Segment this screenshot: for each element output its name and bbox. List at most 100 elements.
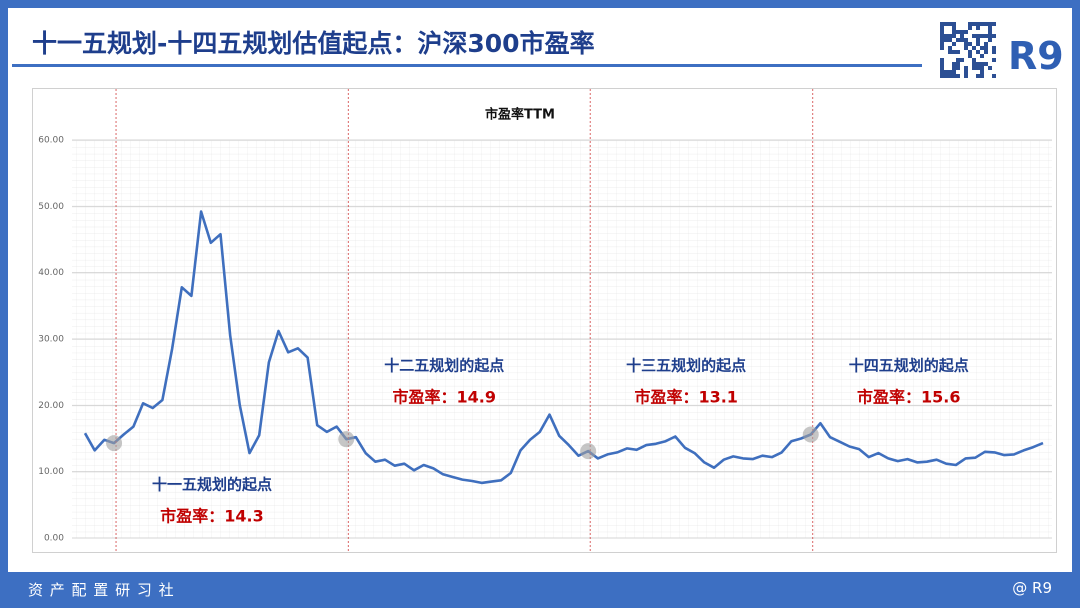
qr-cell [940,66,944,70]
annotation-label: 市盈率：13.1 [634,388,737,407]
qr-cell [972,62,976,66]
qr-cell [944,74,948,78]
qr-cell [952,42,956,46]
qr-cell [980,66,984,70]
qr-cell [976,50,980,54]
qr-cell [940,74,944,78]
qr-cell [960,58,964,62]
qr-cell [968,54,972,58]
pe-line [83,210,1044,485]
qr-cell [992,74,996,78]
start-marker [338,431,355,448]
y-tick-label: 30.00 [38,335,64,345]
qr-cell [980,54,984,58]
qr-cell [968,26,972,30]
qr-cell [952,34,956,38]
qr-cell [976,38,980,42]
qr-cell [988,26,992,30]
qr-cell [940,22,944,26]
qr-cell [964,38,968,42]
qr-cell [984,50,988,54]
annotation-label: 市盈率：14.3 [160,507,263,526]
qr-cell [948,50,952,54]
chart-title: 市盈率TTM [485,107,555,123]
qr-cell [948,34,952,38]
y-tick-label: 60.00 [38,136,64,146]
qr-cell [992,22,996,26]
qr-cell [984,22,988,26]
qr-cell [956,62,960,66]
y-tick-label: 10.00 [38,467,64,477]
qr-cell [940,46,944,50]
qr-cell [976,22,980,26]
qr-cell [976,34,980,38]
qr-cell [964,30,968,34]
y-tick-label: 20.00 [38,401,64,411]
qr-cell [972,58,976,62]
qr-cell [988,66,992,70]
qr-cell [984,34,988,38]
qr-cell [964,46,968,50]
qr-cell [988,22,992,26]
qr-cell [948,46,952,50]
qr-cell [940,30,944,34]
qr-cell [980,70,984,74]
annotation-title: 十三五规划的起点 [626,357,746,375]
qr-cell [952,66,956,70]
qr-cell [972,66,976,70]
qr-cell [988,38,992,42]
qr-cell [956,74,960,78]
qr-cell [952,50,956,54]
qr-cell [968,22,972,26]
qr-cell [976,74,980,78]
qr-cell [976,62,980,66]
qr-cell [940,70,944,74]
qr-cell [992,50,996,54]
annotation-label: 市盈率：14.9 [393,388,496,407]
qr-cell [948,22,952,26]
qr-cell [980,46,984,50]
qr-cell [960,34,964,38]
y-tick-label: 50.00 [38,202,64,212]
annotation-label: 市盈率：15.6 [857,388,960,407]
qr-cell [988,34,992,38]
qr-cell [992,58,996,62]
annotation-title: 十一五规划的起点 [152,476,272,494]
start-marker [802,426,819,443]
footer-left: 资 产 配 置 研 习 社 [28,581,175,599]
y-tick-label: 40.00 [38,268,64,278]
qr-cell [940,62,944,66]
qr-cell [956,50,960,54]
qr-cell [940,58,944,62]
qr-cell [956,38,960,42]
qr-cell [980,22,984,26]
qr-cell [944,38,948,42]
qr-cell [984,62,988,66]
qr-cell [952,30,956,34]
qr-cell [952,22,956,26]
qr-cell [940,38,944,42]
qr-cell [980,74,984,78]
qr-cell [956,30,960,34]
qr-cell [972,22,976,26]
qr-cell [948,74,952,78]
annotation-title: 十二五规划的起点 [384,357,504,375]
qr-cell [968,50,972,54]
title-rule [12,64,922,67]
qr-cell [964,70,968,74]
qr-cell [964,66,968,70]
qr-cell [972,34,976,38]
qr-cell [960,30,964,34]
y-tick-label: 0.00 [44,534,64,544]
qr-cell [976,66,980,70]
qr-cell [992,46,996,50]
qr-cell [976,26,980,30]
qr-cell [960,38,964,42]
start-marker [106,435,123,452]
qr-cell [964,74,968,78]
qr-cell [972,46,976,50]
annotation-title: 十四五规划的起点 [849,357,969,375]
qr-cell [984,46,988,50]
qr-cell [940,26,944,30]
